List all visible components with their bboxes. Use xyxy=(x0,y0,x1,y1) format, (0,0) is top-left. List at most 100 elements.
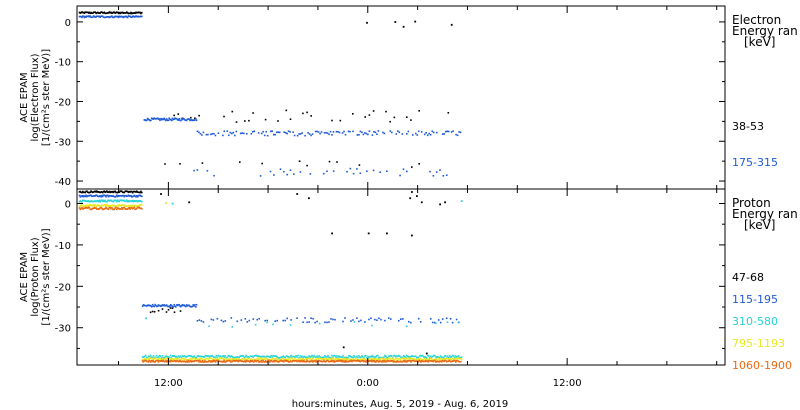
data-point xyxy=(425,358,428,360)
data-point xyxy=(131,191,134,194)
data-point xyxy=(96,204,99,206)
data-point xyxy=(353,359,356,362)
data-point xyxy=(435,322,437,325)
data-point xyxy=(99,207,101,209)
data-point xyxy=(342,320,344,323)
data-point xyxy=(206,170,209,172)
data-point xyxy=(315,358,317,361)
data-point xyxy=(244,360,246,362)
data-point xyxy=(148,357,151,360)
data-point xyxy=(82,190,84,193)
legend-entry: 115-195 xyxy=(732,293,778,306)
data-point xyxy=(425,132,427,134)
data-point xyxy=(95,191,97,193)
data-point xyxy=(254,358,257,361)
data-point xyxy=(269,356,271,358)
data-point xyxy=(187,355,190,357)
data-point xyxy=(118,15,121,18)
data-point xyxy=(379,171,381,173)
data-point xyxy=(172,118,175,121)
data-point xyxy=(402,168,405,170)
data-point xyxy=(304,317,306,319)
data-point xyxy=(318,355,320,357)
data-point xyxy=(168,358,171,360)
data-point xyxy=(190,355,193,357)
data-point xyxy=(214,134,217,137)
data-point xyxy=(163,117,165,120)
data-point xyxy=(116,11,118,13)
data-point xyxy=(332,170,335,172)
data-point xyxy=(96,194,98,197)
data-point xyxy=(268,359,270,362)
data-point xyxy=(211,361,214,363)
data-point xyxy=(411,355,413,357)
data-point xyxy=(126,208,129,210)
data-point xyxy=(252,318,255,320)
data-point xyxy=(398,131,401,134)
data-point xyxy=(430,356,433,359)
data-point xyxy=(425,357,428,359)
data-point xyxy=(336,161,338,163)
data-point xyxy=(406,325,408,328)
data-point xyxy=(112,200,115,203)
data-point xyxy=(201,360,204,362)
data-point xyxy=(333,354,335,357)
data-point xyxy=(161,358,164,360)
data-point xyxy=(352,130,354,133)
data-point xyxy=(427,355,430,357)
data-point xyxy=(301,358,303,361)
data-point xyxy=(254,323,257,326)
data-point xyxy=(438,361,440,363)
data-point xyxy=(194,360,196,362)
data-point xyxy=(83,12,86,15)
data-point xyxy=(416,358,418,361)
data-point xyxy=(283,361,285,363)
data-point xyxy=(273,360,276,363)
data-point xyxy=(189,357,192,360)
data-point xyxy=(158,354,161,357)
data-point xyxy=(381,359,384,362)
data-point xyxy=(438,358,441,361)
data-point xyxy=(366,21,368,24)
data-point xyxy=(288,356,290,359)
data-point xyxy=(208,357,211,360)
data-point xyxy=(129,205,131,207)
data-point xyxy=(78,194,81,197)
data-point xyxy=(323,356,325,358)
data-point xyxy=(179,355,182,357)
data-point xyxy=(259,175,262,177)
data-point xyxy=(275,357,277,360)
data-point xyxy=(344,317,346,319)
data-point xyxy=(373,359,376,362)
data-point xyxy=(298,160,301,162)
data-point xyxy=(337,356,339,359)
data-point xyxy=(175,360,177,363)
data-point xyxy=(391,360,393,362)
data-point xyxy=(123,191,126,194)
data-point xyxy=(150,360,153,362)
data-point xyxy=(302,358,304,360)
data-point xyxy=(168,117,170,119)
data-point xyxy=(372,356,374,358)
data-point xyxy=(103,190,106,192)
data-point xyxy=(398,354,400,357)
data-point xyxy=(96,208,99,210)
data-point xyxy=(226,356,229,358)
data-point xyxy=(118,195,121,197)
data-point xyxy=(117,16,120,19)
data-point xyxy=(248,357,251,360)
data-point xyxy=(103,16,106,19)
data-point xyxy=(361,359,363,362)
data-point xyxy=(92,12,94,14)
data-point xyxy=(395,356,397,358)
data-point xyxy=(224,320,227,322)
data-point xyxy=(281,357,283,360)
data-point xyxy=(228,355,231,357)
data-point xyxy=(121,12,123,14)
data-point xyxy=(116,191,118,194)
data-point xyxy=(93,11,96,13)
data-point xyxy=(395,357,397,359)
data-point xyxy=(323,360,326,363)
data-point xyxy=(283,131,285,133)
data-point xyxy=(260,132,263,135)
